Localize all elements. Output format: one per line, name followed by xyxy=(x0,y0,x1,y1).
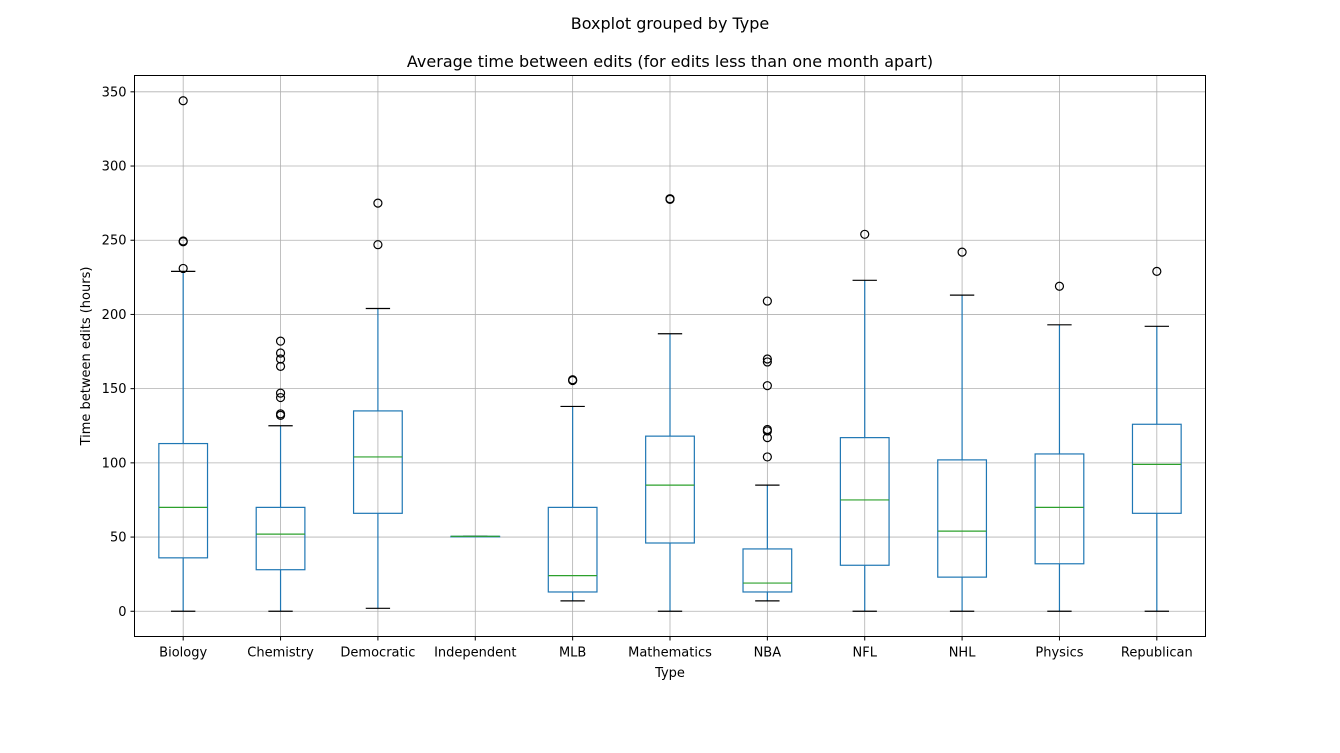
y-tick-label: 200 xyxy=(102,308,127,323)
x-axis-label: Type xyxy=(654,666,685,681)
outlier-point xyxy=(762,354,772,364)
box-mathematics xyxy=(645,194,695,612)
outlier-point xyxy=(665,194,675,204)
iqr-box xyxy=(839,437,890,566)
box-independent xyxy=(450,535,501,538)
y-tick-label: 350 xyxy=(102,85,127,100)
y-tick-label: 300 xyxy=(102,160,127,175)
x-tick-label: Biology xyxy=(159,646,207,661)
outlier-point xyxy=(275,354,286,364)
iqr-box xyxy=(742,548,793,593)
box-nhl xyxy=(937,247,988,612)
outlier-point xyxy=(178,96,188,106)
x-tick-label: Mathematics xyxy=(628,646,712,661)
outlier-point xyxy=(275,388,286,398)
outlier-point xyxy=(860,229,870,239)
box-mlb xyxy=(547,375,598,602)
outlier-point xyxy=(275,392,286,403)
box-biology xyxy=(158,96,209,612)
outlier-point xyxy=(275,348,286,358)
iqr-box xyxy=(158,442,209,559)
iqr-box xyxy=(645,435,695,544)
box-nba xyxy=(742,296,793,602)
x-tick-label: NBA xyxy=(754,646,782,661)
box-republican xyxy=(1131,266,1182,612)
chart-title: Average time between edits (for edits le… xyxy=(407,52,933,71)
box-nfl xyxy=(839,229,890,612)
outlier-point xyxy=(568,375,578,385)
chart-suptitle: Boxplot grouped by Type xyxy=(571,14,770,33)
x-tick-label: NFL xyxy=(853,646,878,661)
box-democratic xyxy=(352,198,403,609)
outlier-point xyxy=(762,381,772,391)
iqr-box xyxy=(547,506,598,593)
box-chemistry xyxy=(255,336,306,612)
x-tick-label: MLB xyxy=(559,646,586,661)
y-tick-label: 150 xyxy=(102,382,127,397)
outlier-point xyxy=(373,198,383,208)
x-tick-label: Republican xyxy=(1121,646,1193,661)
outlier-point xyxy=(1054,281,1065,291)
outlier-point xyxy=(957,247,967,257)
box-physics xyxy=(1034,281,1085,612)
x-tick-label: Democratic xyxy=(340,646,415,661)
outlier-point xyxy=(373,240,383,250)
iqr-box xyxy=(1034,453,1085,565)
x-tick-label: Physics xyxy=(1035,646,1083,661)
outlier-point xyxy=(1152,266,1162,277)
x-tick-label: NHL xyxy=(949,646,977,661)
outlier-point xyxy=(178,263,188,274)
iqr-box xyxy=(937,459,988,578)
y-tick-label: 100 xyxy=(102,456,127,471)
outlier-point xyxy=(762,296,772,306)
y-tick-label: 0 xyxy=(118,605,126,620)
y-tick-label: 250 xyxy=(102,234,127,249)
outlier-point xyxy=(275,336,286,346)
outlier-point xyxy=(762,424,772,435)
outlier-point xyxy=(762,357,772,367)
x-tick-label: Independent xyxy=(434,646,516,661)
outlier-point xyxy=(275,409,286,419)
box-layer xyxy=(158,96,1182,612)
y-axis-label: Time between edits (hours) xyxy=(79,267,94,447)
iqr-box xyxy=(255,506,306,571)
outlier-point xyxy=(178,236,188,246)
axis-ticks: 0 50 100 150 200 250 300 350 Biology Chemistry Dem… xyxy=(102,85,1193,660)
y-tick-label: 50 xyxy=(110,531,127,546)
iqr-box xyxy=(352,410,403,514)
outlier-point xyxy=(762,452,772,462)
x-tick-label: Chemistry xyxy=(247,646,314,661)
iqr-box xyxy=(1131,423,1182,514)
